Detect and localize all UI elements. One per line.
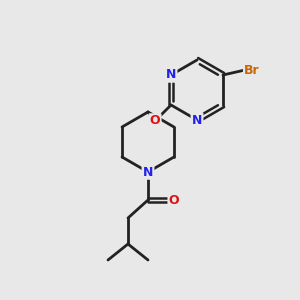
Text: Br: Br [244, 64, 260, 76]
Text: N: N [192, 113, 202, 127]
Text: N: N [143, 166, 153, 178]
Text: O: O [169, 194, 179, 206]
Text: N: N [166, 68, 176, 82]
Text: O: O [150, 115, 160, 128]
